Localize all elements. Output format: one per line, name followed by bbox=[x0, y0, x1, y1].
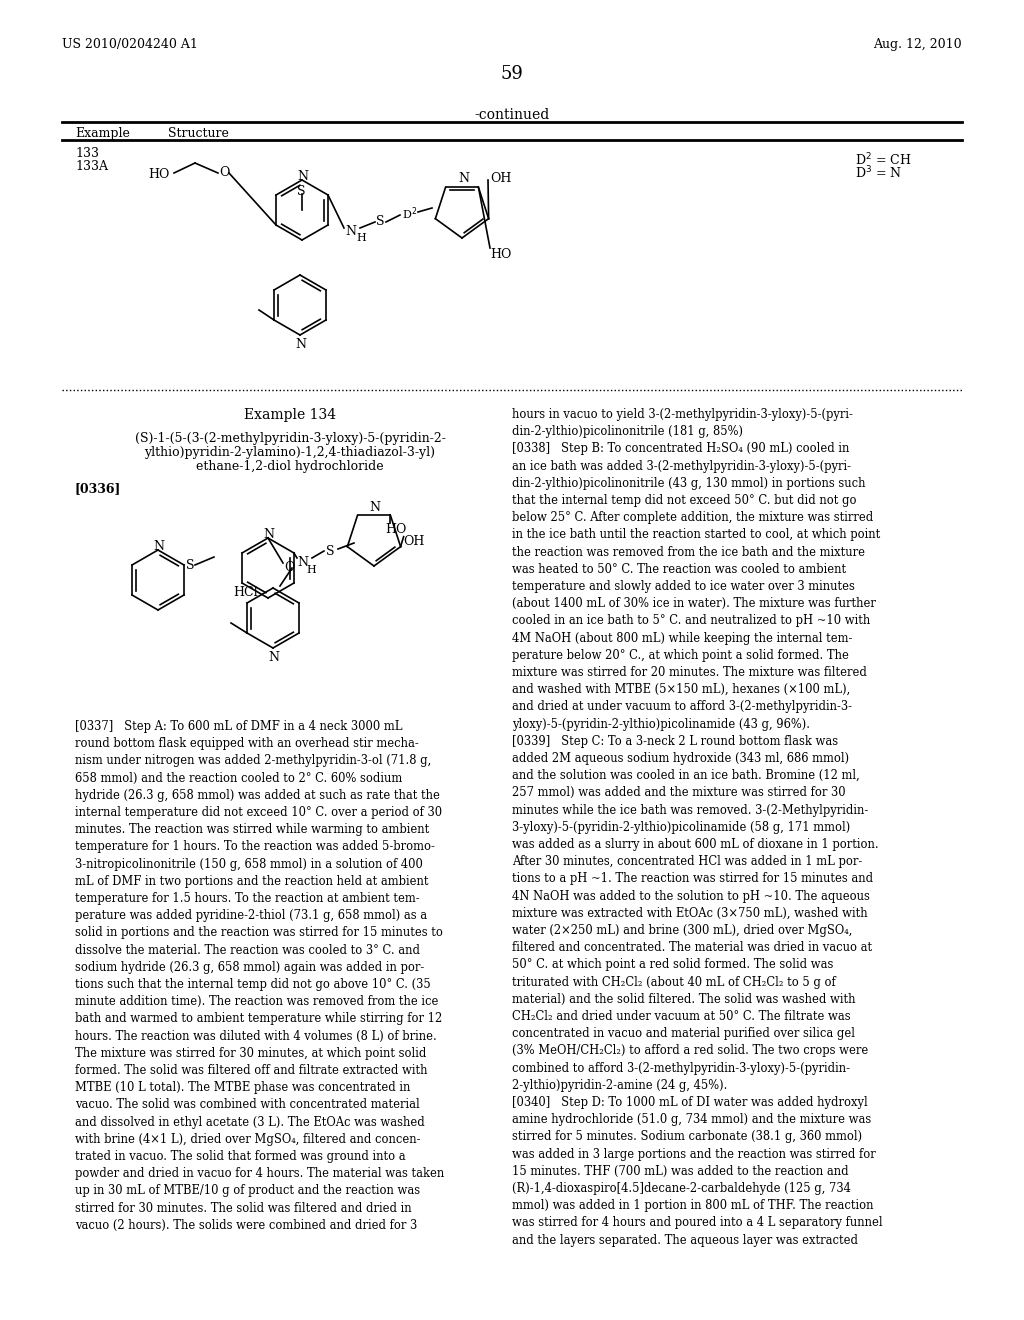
Text: N: N bbox=[263, 528, 274, 541]
Text: N: N bbox=[295, 338, 306, 351]
Text: 59: 59 bbox=[501, 65, 523, 83]
Text: 133: 133 bbox=[75, 147, 99, 160]
Text: N: N bbox=[153, 540, 164, 553]
Text: N: N bbox=[268, 651, 279, 664]
Text: OH: OH bbox=[403, 535, 425, 548]
Text: HO: HO bbox=[490, 248, 511, 261]
Text: ethane-1,2-diol hydrochloride: ethane-1,2-diol hydrochloride bbox=[197, 459, 384, 473]
Text: HO: HO bbox=[385, 523, 407, 536]
Text: H: H bbox=[356, 234, 366, 243]
Text: S: S bbox=[376, 215, 384, 228]
Text: Example: Example bbox=[75, 127, 130, 140]
Text: HO: HO bbox=[148, 168, 169, 181]
Text: N: N bbox=[297, 556, 308, 569]
Text: (S)-1-(5-(3-(2-methylpyridin-3-yloxy)-5-(pyridin-2-: (S)-1-(5-(3-(2-methylpyridin-3-yloxy)-5-… bbox=[134, 432, 445, 445]
Text: [0337]   Step A: To 600 mL of DMF in a 4 neck 3000 mL
round bottom flask equippe: [0337] Step A: To 600 mL of DMF in a 4 n… bbox=[75, 719, 444, 1232]
Text: N: N bbox=[369, 502, 380, 513]
Text: HCl: HCl bbox=[233, 586, 258, 599]
Text: Example 134: Example 134 bbox=[244, 408, 336, 422]
Text: S: S bbox=[326, 545, 335, 558]
Text: -continued: -continued bbox=[474, 108, 550, 121]
Text: Aug. 12, 2010: Aug. 12, 2010 bbox=[873, 38, 962, 51]
Text: OH: OH bbox=[490, 172, 511, 185]
Text: Structure: Structure bbox=[168, 127, 229, 140]
Text: D$^2$ = CH: D$^2$ = CH bbox=[855, 152, 911, 169]
Text: D$^2$: D$^2$ bbox=[402, 205, 417, 222]
Text: N: N bbox=[458, 172, 469, 185]
Text: 133A: 133A bbox=[75, 160, 108, 173]
Text: O: O bbox=[219, 166, 229, 180]
Text: [0336]: [0336] bbox=[75, 482, 122, 495]
Text: S: S bbox=[186, 558, 195, 572]
Text: hours in vacuo to yield 3-(2-methylpyridin-3-yloxy)-5-(pyri-
din-2-ylthio)picoli: hours in vacuo to yield 3-(2-methylpyrid… bbox=[512, 408, 883, 1246]
Text: N: N bbox=[345, 224, 356, 238]
Text: N: N bbox=[297, 170, 308, 183]
Text: S: S bbox=[297, 185, 305, 198]
Text: D$^3$ = N: D$^3$ = N bbox=[855, 165, 902, 182]
Text: US 2010/0204240 A1: US 2010/0204240 A1 bbox=[62, 38, 198, 51]
Text: ylthio)pyridin-2-ylamino)-1,2,4-thiadiazol-3-yl): ylthio)pyridin-2-ylamino)-1,2,4-thiadiaz… bbox=[144, 446, 435, 459]
Text: O: O bbox=[284, 561, 294, 574]
Text: H: H bbox=[306, 565, 315, 576]
